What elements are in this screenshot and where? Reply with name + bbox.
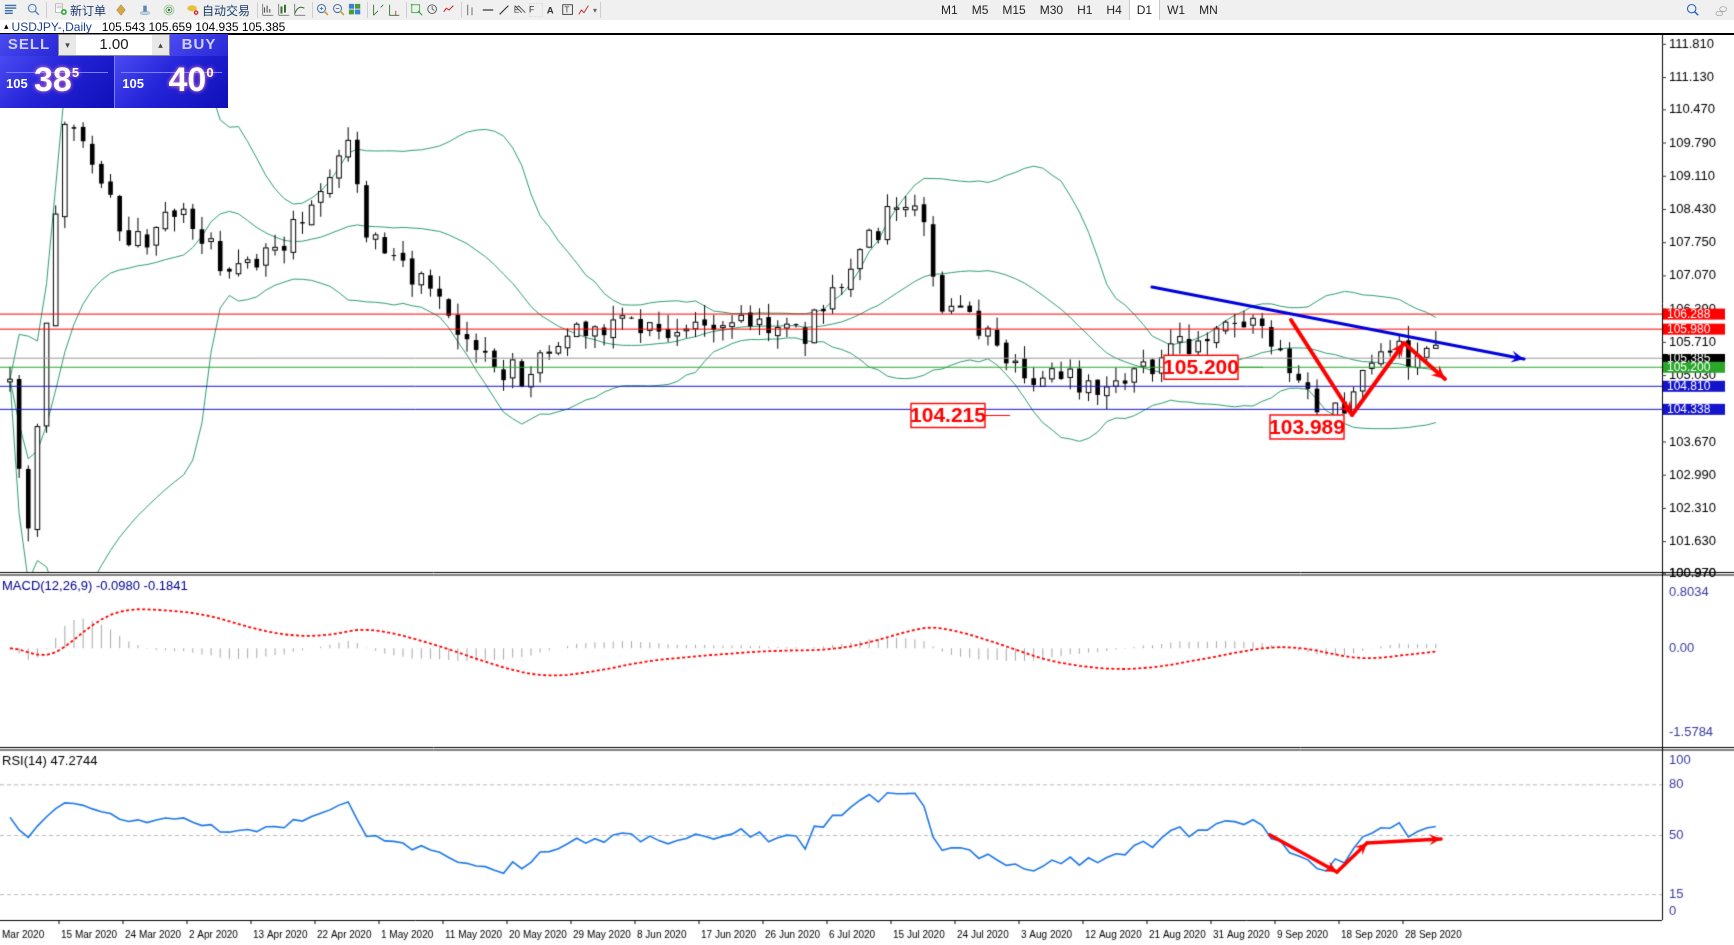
svg-text:F: F bbox=[529, 5, 534, 15]
svg-text:A: A bbox=[547, 6, 554, 17]
svg-text:T: T bbox=[565, 6, 570, 15]
